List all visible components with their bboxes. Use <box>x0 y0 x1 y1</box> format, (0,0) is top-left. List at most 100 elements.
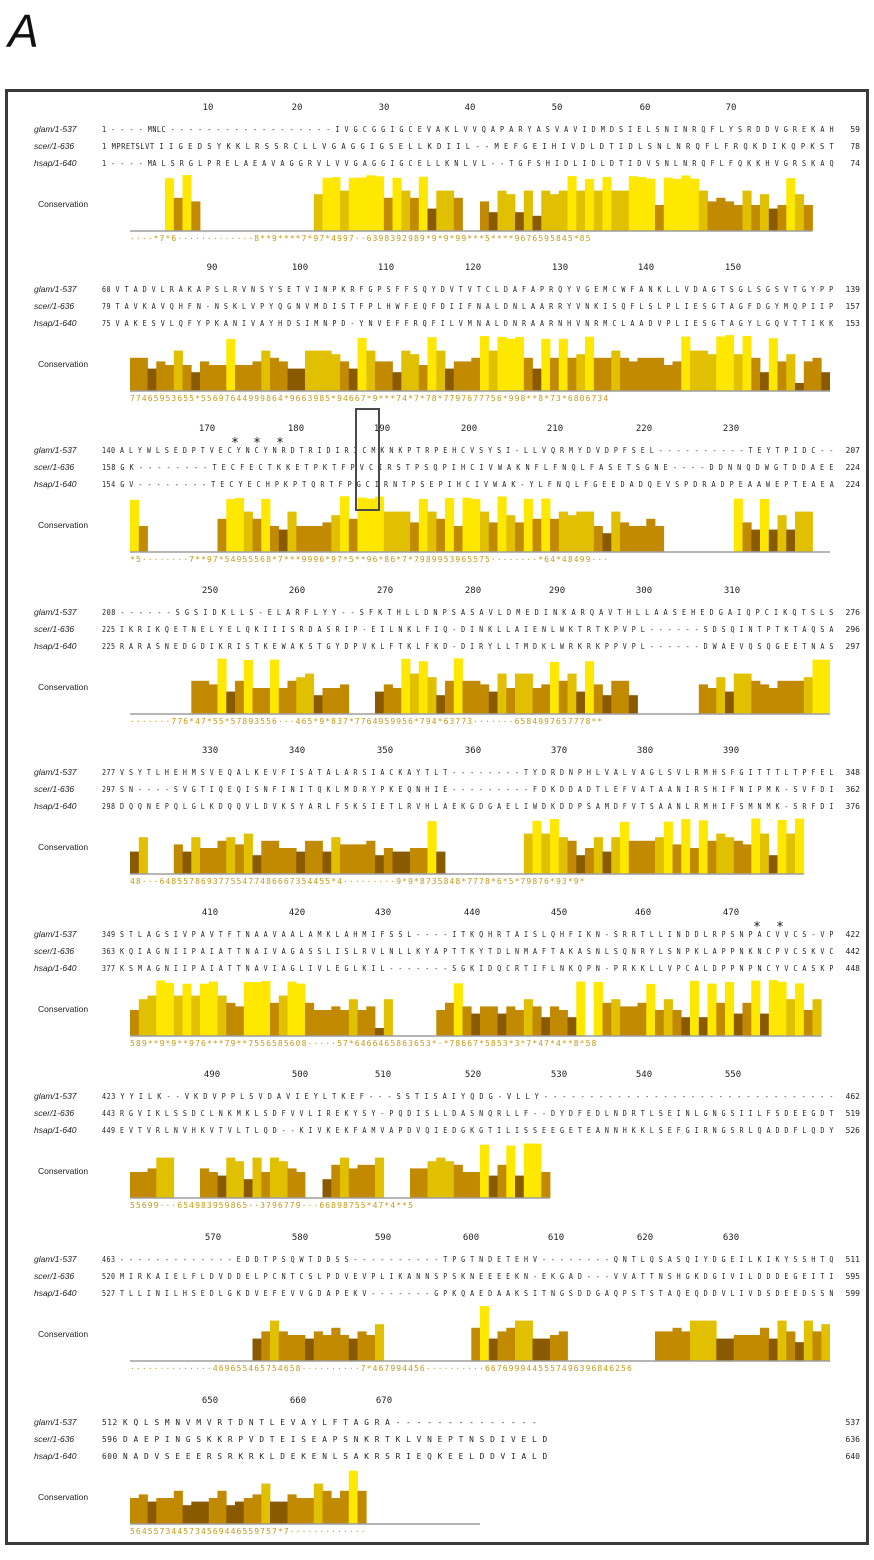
conservation-bar <box>278 688 288 714</box>
conservation-bar <box>523 999 533 1036</box>
position-tick-label: 570 <box>204 1233 222 1243</box>
conservation-bar <box>243 660 253 714</box>
conservation-bar <box>208 684 218 714</box>
conservation-bar <box>795 983 805 1036</box>
sequence-row: hsap/1-640 154 G V - - - - - - - - T E C … <box>34 478 864 491</box>
conservation-bar <box>348 1168 358 1198</box>
conservation-bar <box>357 1331 367 1361</box>
conserved-cysteine-marker: * <box>253 436 261 451</box>
conservation-bar <box>777 361 787 391</box>
conservation-bar <box>392 511 402 552</box>
conservation-bar <box>480 1144 490 1198</box>
conservation-bar <box>436 518 446 552</box>
conservation-bar <box>357 1010 367 1036</box>
sequence-end-position: 296 <box>845 625 860 634</box>
position-tick-label: 220 <box>635 424 653 434</box>
conservation-bar <box>488 1338 498 1361</box>
sequence-end-position: 362 <box>845 785 860 794</box>
sequence-end-position: 297 <box>845 642 860 651</box>
conservation-bar <box>707 688 717 714</box>
conservation-bar <box>261 688 271 714</box>
conservation-bar <box>821 372 830 391</box>
conservation-bar <box>646 840 656 874</box>
sequence-name: hsap/1-640 <box>34 318 77 328</box>
position-tick-label: 650 <box>201 1396 219 1406</box>
conservation-bar <box>742 335 752 391</box>
alignment-block: 90 100 110 120 130 140 150 glam/1-537 60 V T A D… <box>8 257 868 427</box>
conserved-cysteine-marker: * <box>231 436 239 451</box>
conservation-bar <box>681 1331 691 1361</box>
conservation-label: Conservation <box>38 1329 89 1339</box>
position-tick-label: 340 <box>288 746 306 756</box>
conservation-bar <box>375 1324 385 1361</box>
conservation-bar <box>480 201 490 231</box>
conservation-bar <box>506 688 516 714</box>
conservation-bar <box>655 837 665 874</box>
position-tick-label: 30 <box>378 103 390 113</box>
conservation-label: Conservation <box>38 520 89 530</box>
conservation-bar <box>620 522 630 552</box>
conservation-bar <box>523 357 533 391</box>
sequence-row: glam/1-537 208 - - - - - - S G S I D K L … <box>34 606 864 619</box>
conservation-bar <box>235 1161 245 1198</box>
position-tick-label: 540 <box>635 1070 653 1080</box>
sequence-residues: 527 T L L I N I L H S E D L G K D V E F … <box>102 1289 834 1298</box>
conservation-bar <box>795 680 805 714</box>
conservation-bar <box>270 1157 280 1198</box>
conservation-bar <box>506 515 516 552</box>
position-tick-label: 170 <box>198 424 216 434</box>
conservation-bar <box>147 1501 157 1524</box>
conservation-bar <box>383 684 393 714</box>
conservation-bar <box>226 1157 236 1198</box>
conservation-bar <box>602 533 612 552</box>
conservation-bar <box>348 999 358 1036</box>
conservation-bar <box>602 695 612 714</box>
sequence-residues: 297 S N - - - - S V G T I Q E Q I S N F … <box>102 785 834 794</box>
conservation-bar <box>165 982 175 1036</box>
conservation-bar <box>768 1338 778 1361</box>
conservation-bar <box>296 983 306 1036</box>
conservation-bar <box>515 1010 525 1036</box>
conservation-bar <box>751 680 761 714</box>
conservation-bar <box>182 365 192 391</box>
position-tick-label: 670 <box>375 1396 393 1406</box>
conservation-bar <box>725 335 735 391</box>
conservation-bar <box>217 840 227 874</box>
conservation-bar <box>366 1164 376 1198</box>
conservation-bar <box>462 1006 472 1036</box>
conservation-histogram <box>130 335 830 392</box>
conservation-bar <box>270 1501 280 1524</box>
conservation-bar <box>305 1002 315 1036</box>
sequence-name: hsap/1-640 <box>34 1288 77 1298</box>
conservation-bar <box>305 526 315 552</box>
conservation-bar <box>620 190 630 231</box>
conservation-bar <box>410 354 420 391</box>
position-tick-label: 550 <box>724 1070 742 1080</box>
sequence-name: glam/1-537 <box>34 284 77 294</box>
conservation-bar <box>243 511 253 552</box>
sequence-name: glam/1-537 <box>34 445 77 455</box>
conservation-bar <box>541 338 551 391</box>
conservation-bar <box>165 1498 175 1524</box>
conservation-bar <box>445 498 455 552</box>
conservation-bar <box>786 680 796 714</box>
sequence-name: glam/1-537 <box>34 1254 77 1264</box>
conservation-scores: 55699···654983959865··3796779···66898755… <box>130 1201 414 1210</box>
conservation-bar <box>392 177 402 231</box>
conservation-bar <box>261 1483 271 1524</box>
conservation-bar <box>165 365 175 391</box>
conservation-bar <box>497 673 507 714</box>
conservation-bar <box>445 368 455 391</box>
sequence-residues: 423 Y Y I L K - - V K D V P P L S V D A … <box>102 1092 834 1101</box>
conservation-bar <box>173 1490 183 1524</box>
sequence-end-position: 442 <box>845 947 860 956</box>
conservation-bar <box>235 680 245 714</box>
conservation-bar <box>506 194 516 231</box>
conservation-bar <box>296 368 306 391</box>
conservation-bar <box>340 1010 350 1036</box>
conservation-bar <box>462 1172 472 1198</box>
conservation-bar <box>488 522 498 552</box>
conservation-histogram <box>130 1143 551 1199</box>
conservation-bar <box>576 855 586 874</box>
sequence-name: glam/1-537 <box>34 1417 77 1427</box>
